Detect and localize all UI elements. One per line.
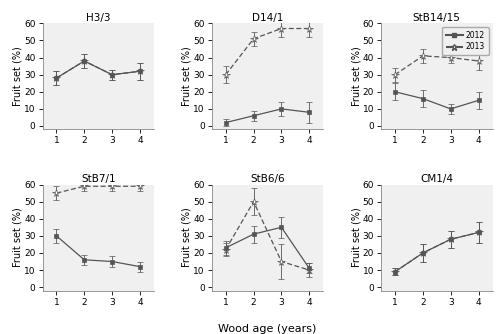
Y-axis label: Fruit set (%): Fruit set (%) [12, 208, 22, 268]
Title: StB14/15: StB14/15 [413, 13, 461, 23]
Y-axis label: Fruit set (%): Fruit set (%) [182, 208, 192, 268]
Y-axis label: Fruit set (%): Fruit set (%) [352, 46, 362, 106]
Title: StB6/6: StB6/6 [250, 174, 285, 184]
Title: H3/3: H3/3 [86, 13, 110, 23]
Text: Wood age (years): Wood age (years) [218, 324, 316, 334]
Title: StB7/1: StB7/1 [81, 174, 116, 184]
Y-axis label: Fruit set (%): Fruit set (%) [182, 46, 192, 106]
Y-axis label: Fruit set (%): Fruit set (%) [12, 46, 22, 106]
Legend: 2012, 2013: 2012, 2013 [442, 27, 488, 55]
Title: D14/1: D14/1 [252, 13, 283, 23]
Title: CM1/4: CM1/4 [420, 174, 454, 184]
Y-axis label: Fruit set (%): Fruit set (%) [352, 208, 362, 268]
